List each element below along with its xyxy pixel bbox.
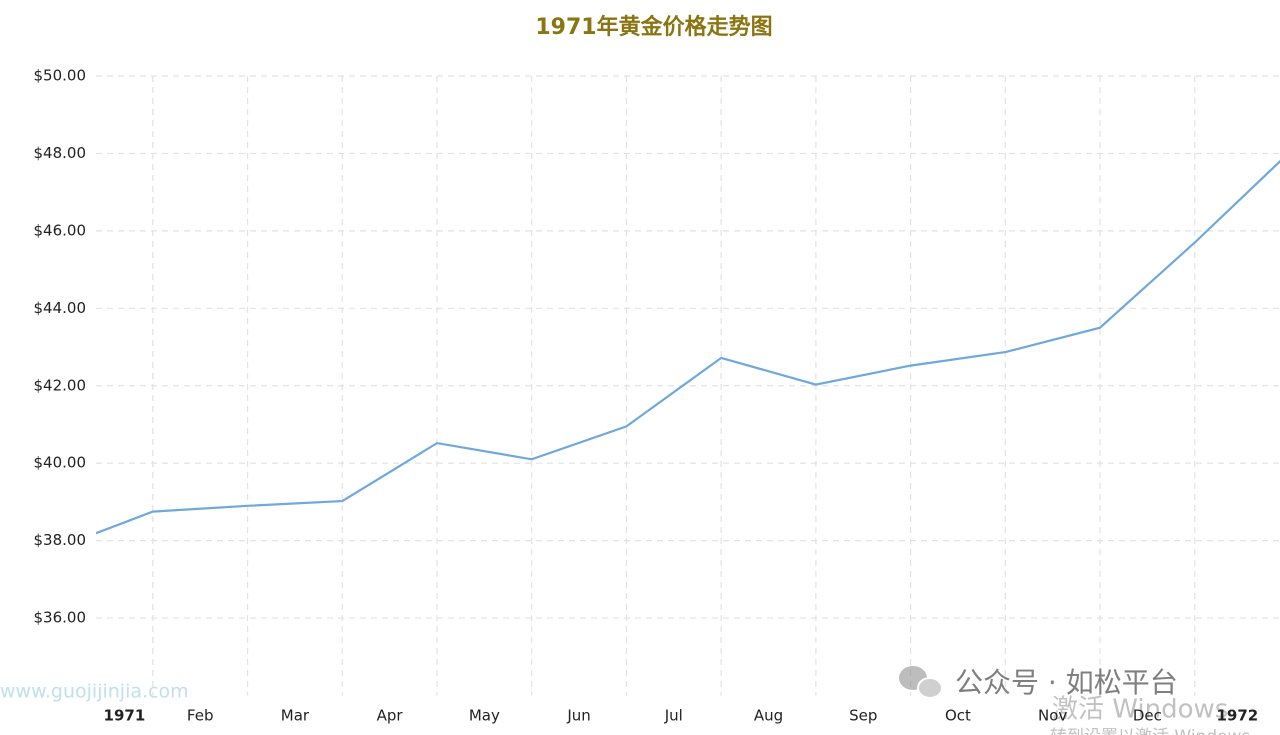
watermark: www.guojijinjia.com: [0, 681, 189, 703]
x-tick-label: Sep: [849, 707, 877, 725]
y-tick-label: $48.00: [34, 144, 87, 162]
y-tick-label: $40.00: [34, 454, 87, 472]
y-tick-label: $42.00: [34, 376, 87, 394]
x-tick-label: Jul: [664, 707, 683, 725]
x-tick-label: Aug: [754, 707, 783, 725]
wechat-icon: [899, 666, 943, 699]
y-tick-label: $44.00: [34, 299, 87, 317]
chart-title: 1971年黄金价格走势图: [535, 14, 772, 40]
y-tick-label: $50.00: [34, 67, 87, 85]
os-watermark: 转到设置以激活 Windows: [1050, 727, 1250, 735]
x-tick-label: Jun: [566, 707, 590, 725]
y-tick-label: $38.00: [34, 531, 87, 549]
x-tick-label: 1971: [104, 707, 146, 725]
grid: [96, 75, 1280, 696]
os-watermark: 激活 Windows: [1052, 695, 1228, 725]
x-tick-label: 1972: [1217, 707, 1259, 725]
x-tick-label: Nov: [1038, 707, 1067, 725]
x-tick-label: Apr: [377, 707, 404, 725]
line: [96, 159, 1280, 535]
x-tick-label: Oct: [945, 707, 971, 725]
y-tick-label: $36.00: [34, 609, 87, 627]
watermark: 公众号 · 如松平台: [955, 666, 1178, 699]
x-tick-label: May: [469, 707, 500, 725]
x-tick-label: Feb: [187, 707, 214, 725]
x-tick-label: Dec: [1133, 707, 1162, 725]
x-tick-label: Mar: [281, 707, 310, 725]
plot-area: [96, 159, 1280, 535]
y-tick-label: $46.00: [34, 221, 87, 239]
